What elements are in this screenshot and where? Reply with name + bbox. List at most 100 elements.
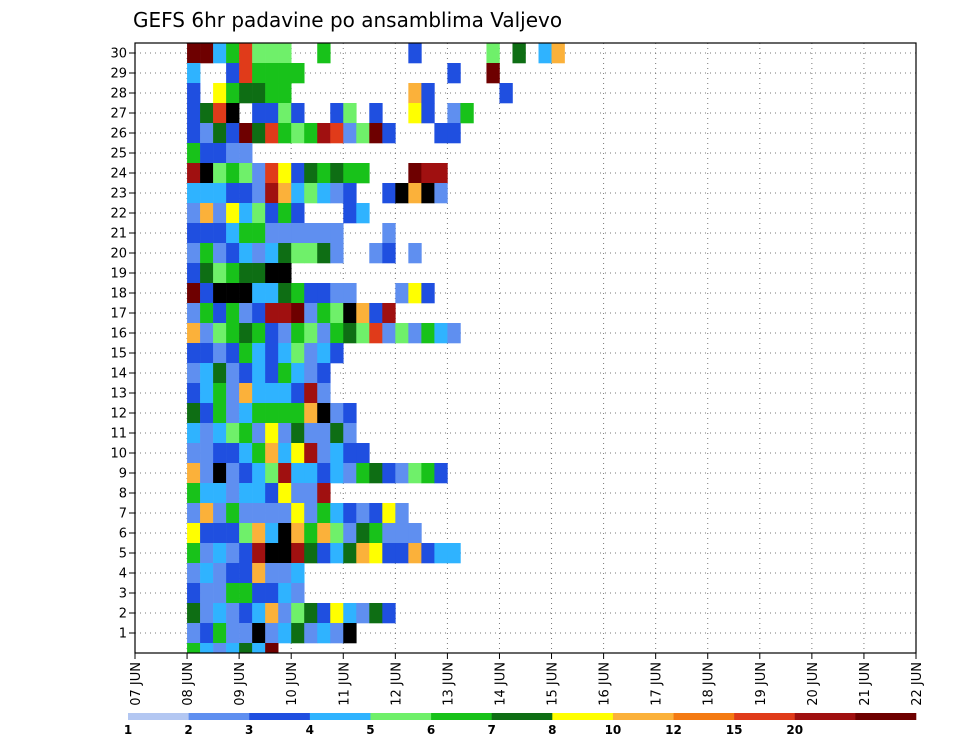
colorbar-label: 1 <box>124 723 132 737</box>
y-tick-label: 10 <box>110 447 127 462</box>
heatmap-cell <box>499 83 513 104</box>
heatmap-cell <box>447 543 461 564</box>
x-tick-label: 17 JUN <box>650 662 665 706</box>
heatmap-cell <box>200 363 214 384</box>
heatmap-cell <box>226 303 240 324</box>
heatmap-cell <box>330 323 344 344</box>
heatmap-cell <box>382 123 396 144</box>
heatmap-cell <box>200 503 214 524</box>
colorbar-swatch <box>370 713 432 720</box>
heatmap-cell <box>356 203 370 224</box>
heatmap-cell <box>200 523 214 544</box>
x-tick-label: 08 JUN <box>181 662 196 706</box>
heatmap-cell <box>304 243 318 264</box>
colorbar-label: 8 <box>548 723 556 737</box>
heatmap-cell <box>226 623 240 644</box>
x-tick-label: 07 JUN <box>129 662 144 706</box>
heatmap-cell <box>291 623 305 644</box>
heatmap-cell <box>226 403 240 424</box>
heatmap-cell <box>187 523 201 544</box>
heatmap-cell <box>278 383 292 404</box>
heatmap-cell <box>330 603 344 624</box>
heatmap-cell <box>213 263 227 284</box>
heatmap-cell <box>369 463 383 484</box>
heatmap-cell <box>317 183 331 204</box>
heatmap-cell <box>187 363 201 384</box>
heatmap-cell <box>343 183 357 204</box>
heatmap-cell <box>265 463 279 484</box>
heatmap-cell <box>265 443 279 464</box>
heatmap-cell <box>343 463 357 484</box>
heatmap-cell <box>239 183 253 204</box>
heatmap-cell <box>213 163 227 184</box>
heatmap-cell <box>304 223 318 244</box>
heatmap-cell <box>200 583 214 604</box>
heatmap-cell <box>200 303 214 324</box>
heatmap-cell <box>317 603 331 624</box>
heatmap-cell <box>213 83 227 104</box>
colorbar-swatch <box>309 713 371 720</box>
heatmap-cell <box>304 543 318 564</box>
x-tick-label: 10 JUN <box>285 662 300 706</box>
heatmap-cell <box>278 183 292 204</box>
heatmap-cell <box>369 543 383 564</box>
heatmap-cell <box>187 543 201 564</box>
heatmap-cell <box>252 483 266 504</box>
heatmap-cell <box>200 623 214 644</box>
heatmap-cell <box>239 143 253 164</box>
y-tick-label: 23 <box>110 187 127 202</box>
heatmap-cell <box>291 603 305 624</box>
heatmap-cell <box>356 443 370 464</box>
heatmap-cell <box>304 523 318 544</box>
heatmap-cell <box>239 443 253 464</box>
heatmap-cell <box>434 323 448 344</box>
heatmap-cell <box>408 463 422 484</box>
heatmap-cell <box>187 603 201 624</box>
heatmap-cell <box>330 103 344 124</box>
heatmap-cell <box>213 303 227 324</box>
heatmap-cell <box>239 463 253 484</box>
x-tick-label: 09 JUN <box>233 662 248 706</box>
heatmap-cell <box>369 523 383 544</box>
heatmap-cell <box>239 383 253 404</box>
heatmap-cell <box>369 603 383 624</box>
heatmap-cell <box>226 563 240 584</box>
heatmap-cell <box>265 323 279 344</box>
heatmap-cell <box>421 163 435 184</box>
heatmap-cell <box>213 563 227 584</box>
heatmap-cell <box>252 363 266 384</box>
heatmap-cell <box>265 483 279 504</box>
heatmap-cell <box>356 523 370 544</box>
heatmap-cell <box>330 123 344 144</box>
heatmap-cell <box>291 543 305 564</box>
x-tick-label: 21 JUN <box>858 662 873 706</box>
heatmap-cell <box>304 343 318 364</box>
heatmap-cell <box>213 43 227 64</box>
heatmap-cell <box>330 343 344 364</box>
x-tick-label: 18 JUN <box>702 662 717 706</box>
heatmap-cell <box>252 223 266 244</box>
heatmap-cell <box>278 103 292 124</box>
heatmap-cell <box>213 183 227 204</box>
heatmap-cell <box>200 463 214 484</box>
heatmap-cell <box>382 603 396 624</box>
heatmap-cell <box>265 503 279 524</box>
heatmap-cell <box>200 543 214 564</box>
y-tick-label: 13 <box>110 387 127 402</box>
heatmap-cell <box>265 523 279 544</box>
y-tick-label: 1 <box>119 627 127 642</box>
heatmap-cell <box>304 303 318 324</box>
heatmap-cell <box>330 183 344 204</box>
plot-frame <box>134 42 917 654</box>
heatmap-cell <box>330 543 344 564</box>
heatmap-cell <box>239 563 253 584</box>
heatmap-cell <box>200 223 214 244</box>
heatmap-cell <box>213 443 227 464</box>
x-axis: 07 JUN 08 JUN 09 JUN 10 JUN 11 JUN 12 JUN 13 J… <box>129 653 925 706</box>
heatmap-cell <box>239 523 253 544</box>
heatmap-cell <box>239 283 253 304</box>
heatmap-cell <box>200 323 214 344</box>
heatmap-cell <box>408 43 422 64</box>
heatmap-cell <box>278 363 292 384</box>
heatmap-cell <box>291 563 305 584</box>
